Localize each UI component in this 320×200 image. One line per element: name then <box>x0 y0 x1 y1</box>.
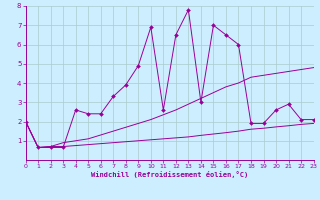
X-axis label: Windchill (Refroidissement éolien,°C): Windchill (Refroidissement éolien,°C) <box>91 171 248 178</box>
